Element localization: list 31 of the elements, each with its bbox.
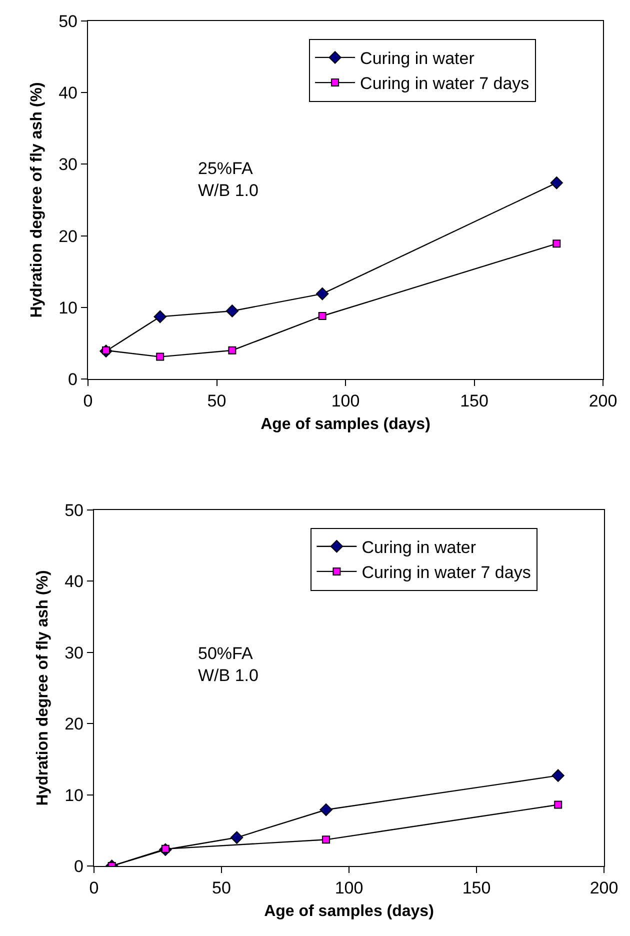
legend-label: Curing in water [362, 538, 476, 557]
x-tick-label: 0 [89, 878, 99, 898]
y-tick-label: 20 [58, 226, 78, 246]
x-tick-label: 50 [212, 878, 231, 898]
annotation: 25%FA W/B 1.0 [198, 159, 258, 200]
y-tick-label: 0 [74, 856, 84, 876]
x-axis-title: Age of samples (days) [260, 416, 430, 434]
legend-label: Curing in water 7 days [362, 563, 531, 582]
x-tick-label: 200 [590, 878, 618, 898]
x-tick-label: 50 [207, 392, 226, 410]
x-tick-label: 150 [462, 878, 491, 898]
y-tick-label: 10 [64, 786, 84, 805]
y-tick-label: 10 [58, 298, 78, 318]
y-tick-label: 40 [64, 572, 84, 592]
y-tick-label: 50 [64, 500, 84, 520]
y-tick-label: 0 [68, 370, 78, 389]
legend-label: Curing in water 7 days [360, 74, 530, 94]
x-tick-label: 100 [334, 878, 364, 898]
y-tick-label: 50 [58, 12, 78, 31]
y-axis-title: Hydration degree of fly ash (%) [28, 82, 46, 318]
x-tick-label: 200 [588, 392, 618, 410]
legend-label: Curing in water [360, 49, 475, 68]
x-tick-label: 150 [460, 392, 488, 410]
y-tick-label: 20 [64, 714, 84, 734]
y-tick-label: 40 [58, 84, 78, 103]
x-tick-label: 100 [331, 392, 360, 410]
y-axis-title: Hydration degree of fly ash (%) [34, 570, 52, 806]
annotation: 50%FA W/B 1.0 [198, 644, 258, 686]
y-tick-label: 30 [64, 643, 84, 662]
x-axis-title: Age of samples (days) [264, 903, 434, 920]
y-tick-label: 30 [58, 155, 78, 174]
